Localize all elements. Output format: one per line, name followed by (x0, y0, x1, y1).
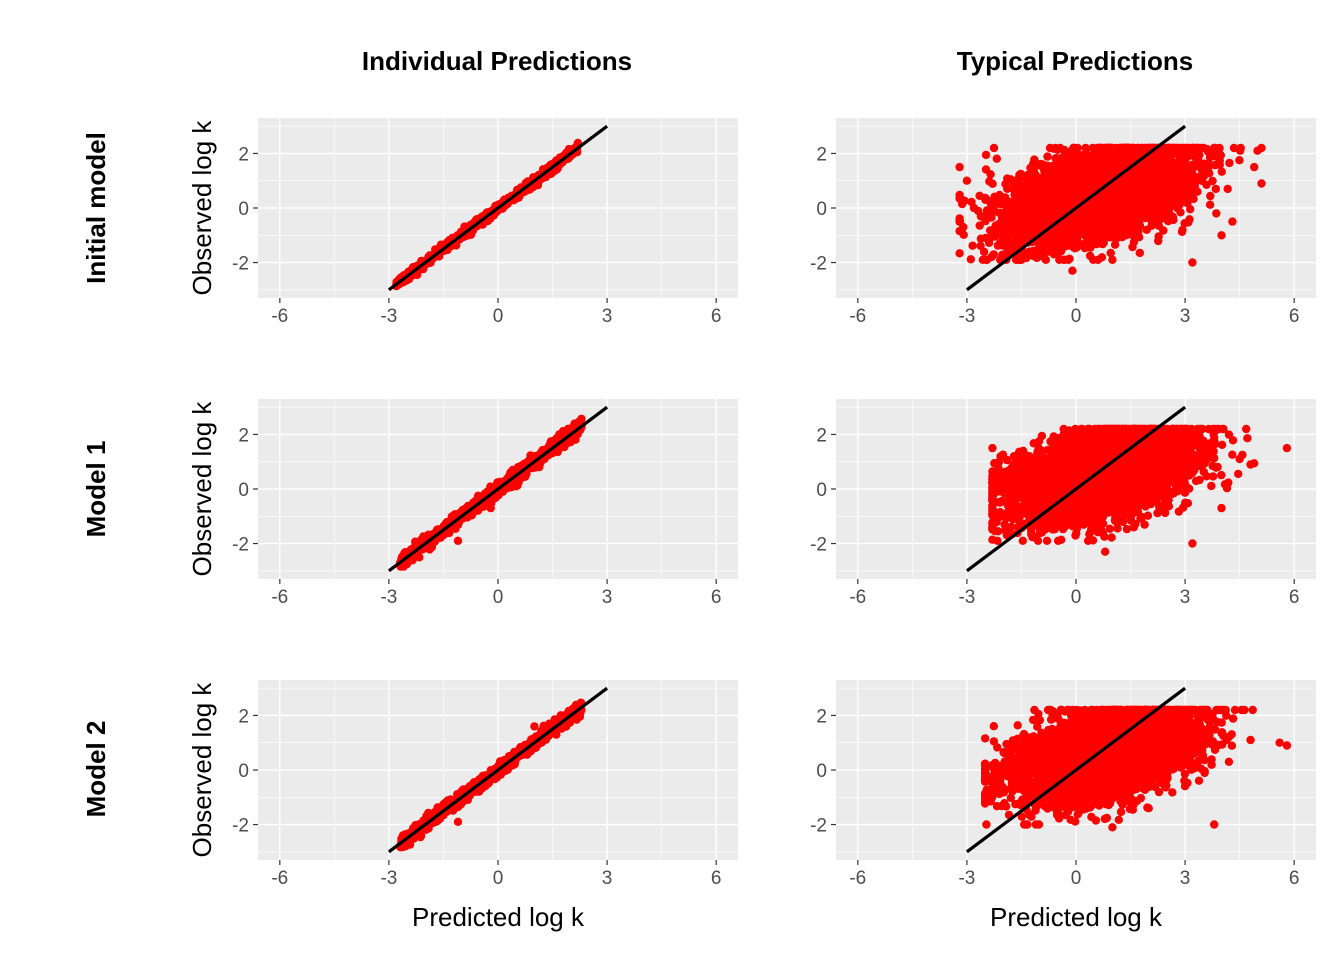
data-point (989, 250, 998, 259)
y-tick-label: 0 (816, 199, 827, 220)
row-title-model-2: Model 2 (81, 721, 111, 818)
data-point (1235, 156, 1244, 165)
x-tick-label: 3 (1180, 306, 1191, 327)
data-point (975, 221, 984, 230)
data-point (1089, 255, 1098, 264)
x-tick-label: 0 (1071, 306, 1082, 327)
row-title-model-1: Model 1 (81, 441, 111, 538)
x-tick-label: -3 (380, 306, 397, 327)
panel-1: -6 -3 0 3 6 -2 0 2 Observed log k (187, 118, 738, 327)
x-tick-label: -6 (271, 306, 288, 327)
data-point (1003, 184, 1012, 193)
data-point (955, 249, 964, 258)
data-point (1205, 200, 1215, 209)
y-tick-label: 2 (816, 144, 827, 165)
y-tick-label: 2 (238, 144, 249, 165)
x-tick-label: 0 (493, 306, 504, 327)
data-point (1210, 152, 1220, 161)
data-point (1135, 248, 1145, 258)
x-tick-label: -6 (849, 306, 866, 327)
data-point (1212, 209, 1221, 218)
data-point (976, 234, 986, 243)
x-tick-label: 3 (602, 306, 613, 327)
row-title-initial-model: Initial model (81, 132, 111, 284)
data-point (1178, 225, 1187, 235)
data-point (992, 154, 1001, 163)
y-tick-label: -2 (810, 254, 827, 275)
data-point (1015, 255, 1025, 264)
data-point (1003, 174, 1012, 183)
data-point (1189, 143, 1198, 153)
data-point (1043, 152, 1052, 161)
data-point (1223, 184, 1232, 194)
data-point (1206, 191, 1215, 201)
data-point (989, 143, 999, 153)
data-point (967, 197, 976, 207)
y-axis-label: Observed log k (187, 120, 217, 296)
data-point (1211, 184, 1221, 194)
data-point (981, 150, 991, 160)
column-title-typical: Typical Predictions (957, 46, 1193, 76)
y-tick-label: -2 (232, 254, 249, 275)
data-point (1010, 190, 1019, 199)
x-tick-label: -3 (958, 306, 975, 327)
data-point (988, 179, 997, 188)
x-tick-label: 6 (1289, 306, 1300, 327)
data-point (1154, 232, 1163, 241)
x-tick-label: 6 (711, 306, 722, 327)
column-title-individual: Individual Predictions (362, 46, 632, 76)
y-tick-label: 0 (238, 199, 249, 220)
data-point (1202, 180, 1211, 189)
panel-2: -6 -3 0 3 6 -2 0 2 (810, 118, 1316, 327)
data-point (978, 255, 987, 264)
data-point (1253, 146, 1262, 155)
data-point (1236, 143, 1245, 153)
